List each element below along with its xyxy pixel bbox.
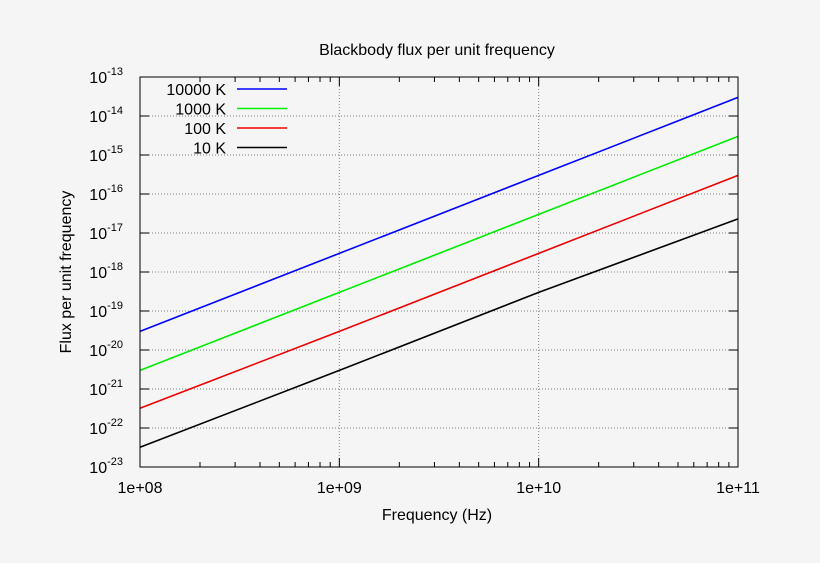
y-tick-label: 10-17 bbox=[89, 222, 123, 243]
series-line-10-k bbox=[139, 218, 739, 449]
x-axis-label: Frequency (Hz) bbox=[382, 507, 492, 524]
plot-frame bbox=[139, 76, 739, 468]
x-tick-labels: 1e+08 1e+09 1e+10 1e+11 bbox=[118, 480, 760, 497]
series-lines bbox=[139, 96, 739, 449]
x-tick-label: 1e+10 bbox=[516, 480, 561, 497]
y-axis-label: Flux per unit frequency bbox=[58, 191, 75, 354]
x-tick-label: 1e+11 bbox=[716, 480, 760, 497]
y-tick-label: 10-21 bbox=[89, 378, 123, 399]
legend-label: 100 K bbox=[184, 121, 226, 138]
y-tick-label: 10-18 bbox=[89, 261, 123, 282]
y-tick-label: 10-14 bbox=[89, 105, 123, 126]
minor-ticks bbox=[139, 76, 739, 468]
y-tick-label: 10-13 bbox=[89, 66, 123, 87]
series-line-100-k bbox=[139, 174, 739, 410]
y-tick-label: 10-15 bbox=[89, 144, 123, 165]
y-tick-label: 10-19 bbox=[89, 300, 123, 321]
x-tick-label: 1e+08 bbox=[118, 480, 163, 497]
legend-label: 1000 K bbox=[175, 102, 226, 119]
x-tick-label: 1e+09 bbox=[317, 480, 362, 497]
legend-label: 10 K bbox=[193, 141, 226, 158]
legend-label: 10000 K bbox=[166, 82, 226, 99]
series-line-1000-k bbox=[139, 135, 739, 372]
y-tick-label: 10-22 bbox=[89, 417, 123, 438]
series-line-10000-k bbox=[139, 96, 739, 333]
grid-lines bbox=[140, 77, 738, 467]
y-tick-label: 10-23 bbox=[89, 456, 123, 477]
legend: 10000 K 1000 K 100 K 10 K bbox=[166, 82, 287, 158]
y-tick-label: 10-16 bbox=[89, 183, 123, 204]
y-tick-labels: 10-23 10-22 10-21 10-20 10-19 10-18 10-17 10-16… bbox=[89, 66, 123, 477]
chart-title: Blackbody flux per unit frequency bbox=[319, 42, 555, 59]
y-tick-label: 10-20 bbox=[89, 339, 123, 360]
